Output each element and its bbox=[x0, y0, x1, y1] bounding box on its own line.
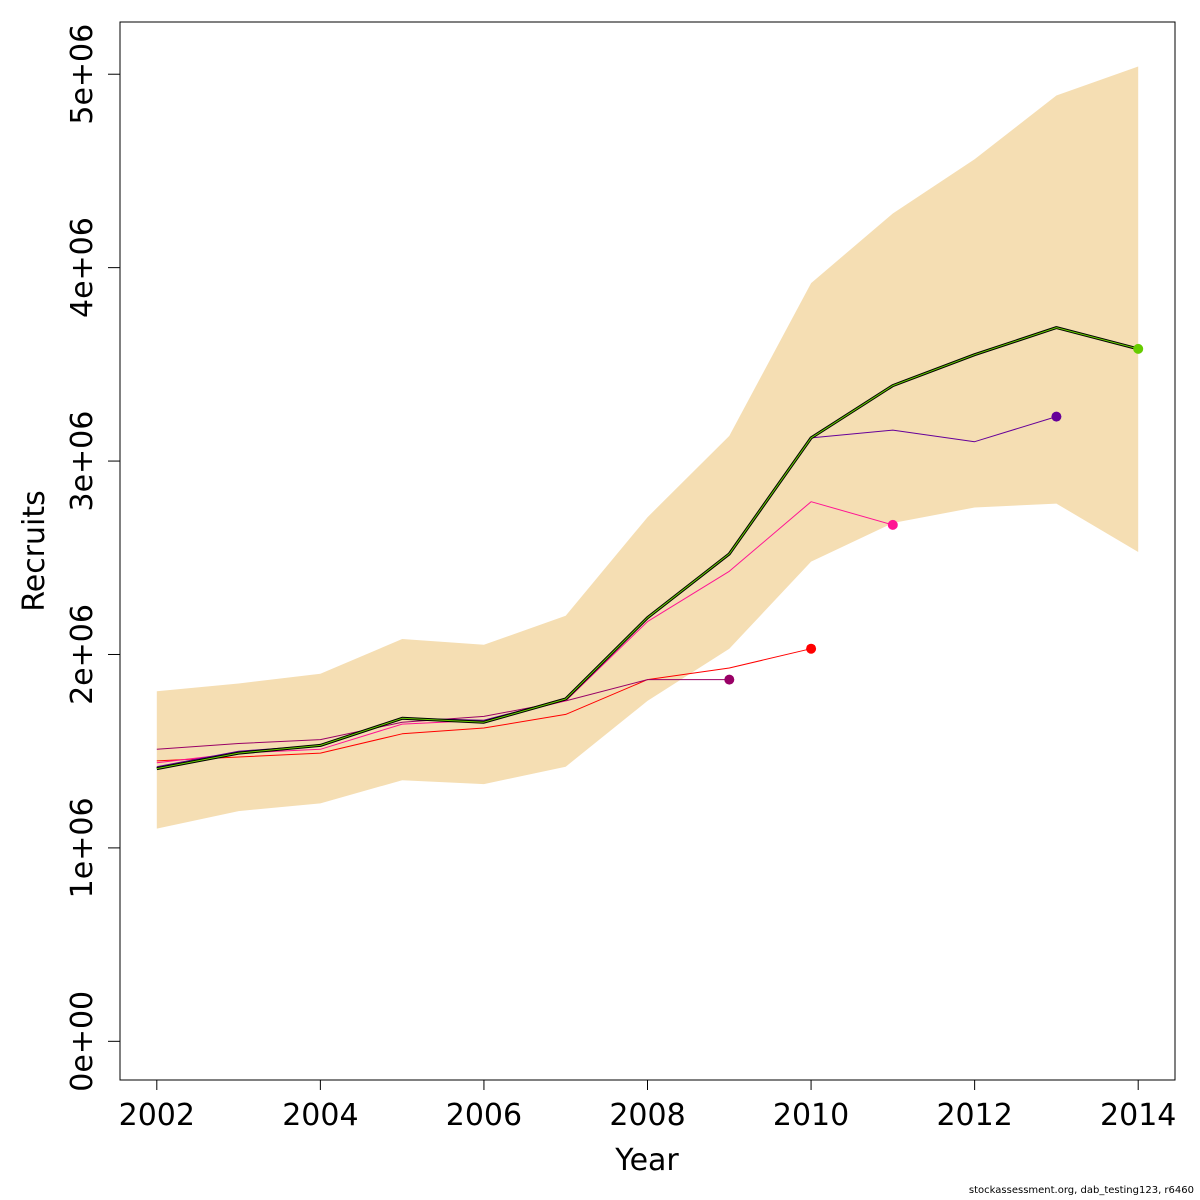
series-endpoint-6 bbox=[1133, 343, 1144, 354]
series-line-1 bbox=[156, 648, 812, 762]
x-tick-label-2004: 2004 bbox=[282, 1098, 358, 1133]
x-axis: 2002 2004 2006 2008 2010 2012 2014 bbox=[119, 1079, 1176, 1133]
y-tick-label-5: 5e+06 bbox=[65, 24, 100, 125]
endpoint-layer bbox=[724, 343, 1144, 685]
x-tick-label-2002: 2002 bbox=[119, 1098, 195, 1133]
y-tick-label-2: 2e+06 bbox=[65, 604, 100, 705]
x-tick-label-2006: 2006 bbox=[446, 1098, 522, 1133]
footer-note: stockassessment.org, dab_testing123, r64… bbox=[968, 1185, 1194, 1196]
y-tick-label-3: 3e+06 bbox=[65, 411, 100, 512]
x-tick-label-2014: 2014 bbox=[1100, 1098, 1176, 1133]
series-endpoint-4 bbox=[1051, 411, 1062, 422]
series-endpoint-3 bbox=[887, 519, 898, 530]
x-tick-label-2012: 2012 bbox=[936, 1098, 1012, 1133]
y-axis-title: Recruits bbox=[17, 490, 52, 612]
confidence-band-layer bbox=[156, 66, 1139, 829]
confidence-band bbox=[156, 66, 1139, 829]
y-axis: 0e+00 1e+06 2e+06 3e+06 4e+06 5e+06 bbox=[65, 24, 121, 1092]
series-endpoint-1 bbox=[806, 643, 817, 654]
x-axis-title: Year bbox=[614, 1143, 679, 1178]
series-line-6 bbox=[156, 327, 1139, 770]
y-tick-label-1: 1e+06 bbox=[65, 797, 100, 898]
x-tick-label-2010: 2010 bbox=[773, 1098, 849, 1133]
series-endpoint-2 bbox=[724, 674, 735, 685]
series-layer bbox=[156, 326, 1139, 771]
y-tick-label-0: 0e+00 bbox=[65, 991, 100, 1092]
y-tick-label-4: 4e+06 bbox=[65, 217, 100, 318]
x-tick-label-2008: 2008 bbox=[609, 1098, 685, 1133]
